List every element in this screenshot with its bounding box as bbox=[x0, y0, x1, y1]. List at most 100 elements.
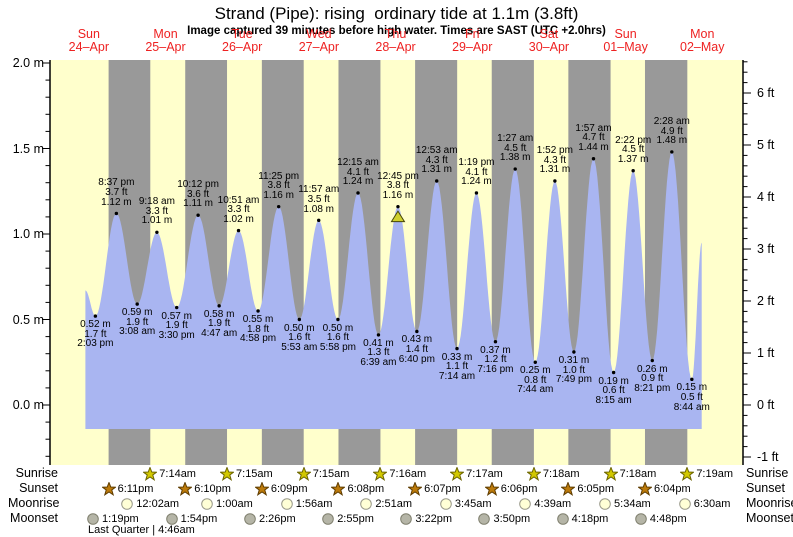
sunrise-icon-shape bbox=[450, 467, 465, 481]
tide-label-line: 1.7 ft bbox=[84, 328, 107, 340]
high-tide-label: 1:27 am 4.5 ft 1.38 m bbox=[473, 134, 557, 163]
tide-label-line: 0.6 ft bbox=[602, 385, 625, 397]
tide-label-line: 1.3 ft bbox=[367, 347, 390, 359]
sunrise-time: 7:17am bbox=[466, 468, 503, 480]
sunrise-item: 7:16am bbox=[373, 467, 426, 481]
tide-label-line: 3.8 ft bbox=[267, 180, 290, 192]
moonset-icon-shape bbox=[635, 513, 647, 525]
sunrise-time: 7:19am bbox=[696, 468, 734, 480]
tide-extreme-dot bbox=[435, 179, 439, 183]
low-tide-label: 0.50 m 1.6 ft 5:58 pm bbox=[296, 323, 380, 353]
high-tide-label: 8:37 pm 3.7 ft 1.12 m bbox=[74, 178, 158, 207]
high-tide-label: 9:18 am 3.3 ft 1.01 m bbox=[115, 197, 199, 226]
high-tide-label: 2:22 pm 4.5 ft 1.37 m bbox=[591, 135, 675, 165]
tide-label-line: 0.19 m bbox=[598, 375, 629, 387]
moonrise-time: 12:02am bbox=[136, 498, 180, 510]
moonrise-time: 2:51am bbox=[375, 498, 413, 510]
tide-extreme-dot bbox=[611, 370, 616, 375]
moonrise-icon-shape bbox=[201, 498, 213, 510]
day-name-label: Sun bbox=[614, 27, 637, 41]
tide-label-line: 1.9 ft bbox=[208, 318, 231, 330]
tide-label-line: 3.8 ft bbox=[386, 180, 410, 192]
moonrise-icon bbox=[360, 498, 373, 510]
moonset-icon bbox=[87, 513, 99, 525]
low-tide-label: 0.50 m 1.6 ft 5:53 am bbox=[257, 323, 341, 353]
sunrise-time: 7:18am bbox=[619, 468, 657, 480]
day-date-label: 02–May bbox=[680, 40, 725, 54]
tide-extreme-dot bbox=[217, 304, 221, 308]
tide-label-line: 4.1 ft bbox=[346, 166, 370, 178]
tide-label-line: 1.12 m bbox=[101, 196, 132, 208]
tide-label-line: 4.3 ft bbox=[543, 154, 566, 166]
sunrise-item: 7:14am bbox=[143, 467, 196, 481]
day-date-label: 29–Apr bbox=[452, 40, 493, 54]
tide-extreme-dot bbox=[396, 204, 400, 209]
tide-label-line: 3.5 ft bbox=[307, 193, 330, 205]
sunrise-item: 7:18am bbox=[603, 467, 657, 481]
sunset-item: 6:10pm bbox=[178, 482, 231, 496]
tide-label-line: 4.9 ft bbox=[660, 125, 683, 137]
tide-label-line: 6:39 am bbox=[360, 357, 397, 369]
low-tide-label: 0.31 m 1.0 ft 7:49 pm bbox=[532, 356, 616, 385]
sunrise-time: 7:16am bbox=[389, 468, 427, 480]
high-tide-label: 12:53 am 4.3 ft 1.31 m bbox=[395, 146, 479, 175]
tide-label-line: 0.41 m bbox=[363, 337, 394, 349]
tide-label-line: 1.2 ft bbox=[484, 354, 507, 366]
low-tide-label: 0.26 m 0.9 ft 8:21 pm bbox=[610, 364, 694, 394]
tide-label-line: 1:27 am bbox=[497, 133, 534, 145]
tide-label-line: 1.11 m bbox=[183, 198, 214, 210]
sunrise-icon bbox=[296, 467, 311, 481]
sunrise-icon bbox=[450, 467, 465, 481]
tide-label-line: 0.58 m bbox=[203, 308, 235, 320]
moonset-time: 4:48pm bbox=[649, 513, 687, 525]
low-tide-label: 0.15 m 0.5 ft 8:44 am bbox=[650, 383, 734, 412]
tide-extreme-dot bbox=[276, 204, 281, 209]
moonrise-icon bbox=[280, 498, 293, 510]
moonrise-item: 1:56am bbox=[280, 497, 333, 511]
tide-label-line: 1:52 pm bbox=[536, 144, 573, 156]
low-tide-label: 0.25 m 0.8 ft 7:44 am bbox=[493, 366, 577, 395]
tide-extreme-dot bbox=[196, 213, 200, 217]
page-subtitle: Image captured 39 minutes before high wa… bbox=[187, 25, 606, 37]
sunset-time: 6:06pm bbox=[500, 483, 538, 495]
sunset-icon-shape bbox=[408, 482, 423, 496]
moonrise-item: 12:02am bbox=[120, 497, 179, 511]
moonset-icon-shape bbox=[244, 513, 256, 525]
low-tide-label: 0.52 m 1.7 ft 2:03 pm bbox=[53, 320, 137, 349]
tide-label-line: 1.24 m bbox=[461, 176, 492, 188]
tide-label-line: 2:03 pm bbox=[77, 338, 114, 350]
sunset-item: 6:09pm bbox=[254, 482, 308, 496]
moonset-icon bbox=[244, 513, 256, 525]
sunset-item: 6:06pm bbox=[484, 482, 538, 496]
tide-label-line: 1.37 m bbox=[617, 153, 649, 165]
tide-label-line: 12:45 pm bbox=[377, 170, 419, 182]
tide-label-line: 0.8 ft bbox=[524, 374, 547, 386]
moonset-time: 3:22pm bbox=[415, 513, 453, 525]
tide-label-line: 7:44 am bbox=[517, 384, 554, 396]
moonrise-time: 1:56am bbox=[295, 498, 333, 510]
low-tide-label: 0.58 m 1.9 ft 4:47 am bbox=[177, 310, 261, 339]
sunset-item: 6:07pm bbox=[408, 482, 461, 496]
tide-label-line: 3:08 am bbox=[119, 326, 156, 338]
low-tide-label: 0.57 m 1.9 ft 3:30 pm bbox=[135, 311, 219, 341]
tide-label-line: 0.43 m bbox=[401, 334, 433, 346]
tide-extreme-dot bbox=[376, 333, 381, 337]
day-name-label: Sun bbox=[77, 27, 100, 41]
tide-label-line: 2:28 am bbox=[653, 115, 690, 127]
tide-label-line: 1.8 ft bbox=[246, 323, 270, 335]
axis-ticks bbox=[42, 61, 751, 458]
tide-label-line: 0.37 m bbox=[480, 344, 511, 356]
high-tide-label: 12:45 pm 3.8 ft 1.16 m bbox=[356, 170, 440, 201]
moonset-time: 3:50pm bbox=[493, 513, 531, 525]
right-axis-label: 4 ft bbox=[757, 190, 775, 204]
tide-extreme-dot bbox=[572, 350, 576, 354]
moonset-icon-shape bbox=[322, 513, 334, 525]
tide-label-line: 1.01 m bbox=[141, 215, 173, 227]
sunset-icon-shape bbox=[254, 482, 269, 496]
tide-label-line: 5:58 pm bbox=[319, 341, 356, 353]
tide-label-line: 12:53 am bbox=[415, 144, 458, 156]
moonrise-icon-shape bbox=[360, 498, 373, 510]
tide-label-line: 1.1 ft bbox=[445, 361, 469, 373]
moonset-icon-shape bbox=[400, 513, 413, 525]
moonset-icon bbox=[478, 513, 491, 525]
